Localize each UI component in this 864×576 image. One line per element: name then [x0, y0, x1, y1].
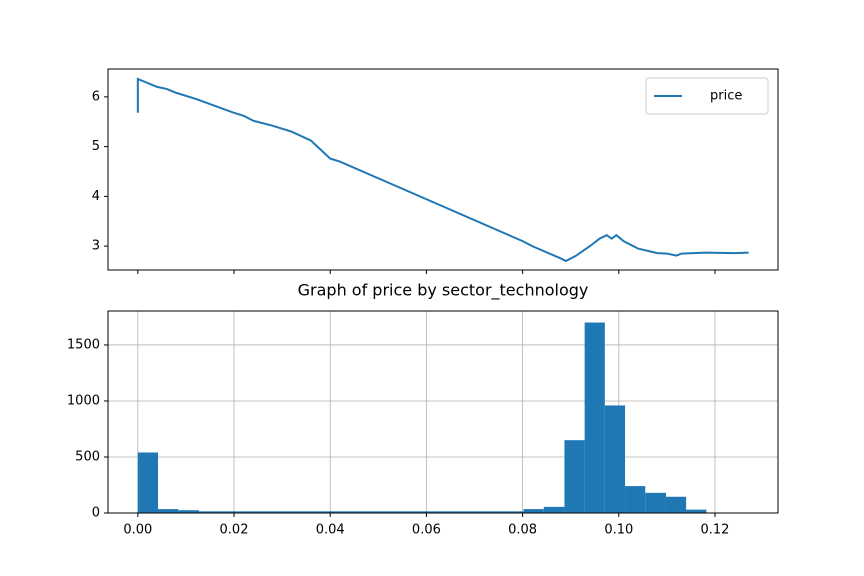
bar	[381, 511, 402, 513]
bar	[604, 405, 626, 513]
bar	[219, 511, 240, 513]
bar	[625, 486, 646, 513]
legend-label: price	[710, 89, 742, 104]
y-tick-label: 1500	[67, 337, 100, 352]
line	[136, 77, 749, 263]
bar	[503, 511, 524, 513]
bar	[280, 511, 301, 513]
bar	[564, 440, 585, 513]
bar	[360, 511, 382, 513]
bar	[523, 509, 544, 513]
x-tick-label: 0.00	[123, 523, 152, 538]
bar	[422, 511, 443, 513]
y-tick-label: 0	[92, 506, 100, 521]
bar	[645, 492, 666, 513]
x-tick-label: 0.10	[604, 523, 633, 538]
bar	[239, 511, 260, 513]
bar	[665, 496, 687, 513]
x-tick-label: 0.06	[412, 523, 441, 538]
y-tick-label: 5	[92, 139, 100, 154]
chart-title: Graph of price by sector_technology	[298, 281, 589, 301]
y-tick-label: 6	[92, 89, 100, 104]
x-tick-label: 0.02	[220, 523, 249, 538]
bar	[584, 322, 605, 513]
y-tick-label: 500	[75, 449, 100, 464]
axes-frame	[107, 68, 779, 271]
bar	[137, 452, 159, 513]
bar	[442, 511, 463, 513]
bar	[198, 511, 220, 513]
y-tick-label: 3	[92, 239, 100, 254]
bar	[340, 511, 361, 513]
bar	[483, 511, 504, 513]
bar	[259, 511, 281, 513]
bar	[543, 506, 565, 513]
bar	[158, 509, 179, 513]
bar	[401, 511, 423, 513]
x-tick-label: 0.08	[508, 523, 537, 538]
x-tick-label: 0.04	[316, 523, 345, 538]
bar	[300, 511, 321, 513]
legend-box	[645, 77, 769, 115]
bar	[462, 511, 484, 513]
bar	[686, 509, 707, 513]
axes-frame	[107, 310, 779, 514]
y-tick-label: 4	[92, 189, 100, 204]
y-tick-label: 1000	[67, 393, 100, 408]
bar	[320, 511, 341, 513]
x-tick-label: 0.12	[701, 523, 730, 538]
bar	[178, 510, 199, 513]
